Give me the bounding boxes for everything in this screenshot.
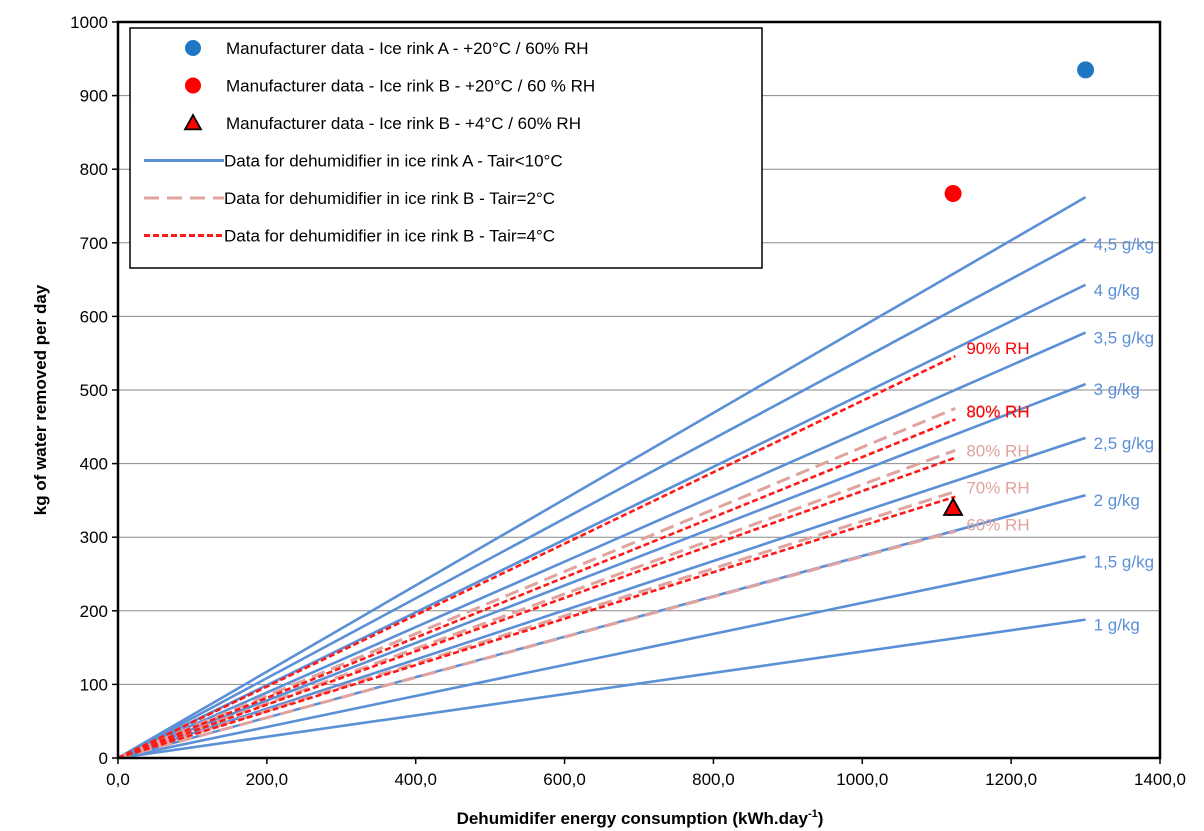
series-rink-a-line xyxy=(117,382,1087,760)
ticks-layer: 0 100 200 300 400 500 600 700 800 900 1000 0,0 200,0… xyxy=(70,13,1186,789)
line-end-label: 2,5 g/kg xyxy=(1094,434,1155,453)
series-rink-a-line xyxy=(117,436,1086,760)
y-tick-label: 800 xyxy=(80,160,108,179)
line-end-label: 2 g/kg xyxy=(1094,491,1140,510)
series-rink-b-2c-line xyxy=(117,407,956,760)
series-rink-a-line xyxy=(117,237,1087,760)
y-tick-label: 700 xyxy=(80,234,108,253)
series-rink-a-line xyxy=(117,283,1087,760)
x-tick-label: 1200,0 xyxy=(985,770,1037,789)
legend-label: Manufacturer data - Ice rink B - +4°C / … xyxy=(226,114,581,133)
series-rink-b-4c-line xyxy=(117,456,956,760)
line-end-label: 4 g/kg xyxy=(1094,281,1140,300)
x-axis-title: Dehumidifer energy consumption (kWh.day-… xyxy=(457,808,824,828)
line-end-label: 1,5 g/kg xyxy=(1094,552,1155,571)
legend-box xyxy=(129,27,763,269)
x-tick-label: 0,0 xyxy=(106,770,130,789)
legend-label: Data for dehumidifier in ice rink B - Ta… xyxy=(224,189,555,208)
line-end-label: 60% RH xyxy=(966,515,1029,534)
x-tick-label: 400,0 xyxy=(394,770,437,789)
y-axis-title: kg of water removed per day xyxy=(31,284,50,515)
series-rink-b-2c-line xyxy=(117,529,956,760)
line-end-label: 90% RH xyxy=(966,339,1029,358)
series-layer xyxy=(117,196,1087,760)
y-tick-label: 400 xyxy=(80,455,108,474)
line-end-label: 1 g/kg xyxy=(1094,616,1140,635)
legend-label: Manufacturer data - Ice rink B - +20°C /… xyxy=(226,77,595,96)
line-end-label: 80% RH xyxy=(966,441,1029,460)
y-tick-label: 600 xyxy=(80,307,108,326)
series-rink-a-line xyxy=(117,331,1087,760)
series-rink-a-line xyxy=(117,618,1086,760)
x-axis-title-main: Dehumidifer energy consumption (kWh.day xyxy=(457,809,809,828)
legend-label: Data for dehumidifier in ice rink B - Ta… xyxy=(224,227,555,246)
series-rink-b-4c-line xyxy=(117,495,956,760)
x-axis-title-end: ) xyxy=(818,809,824,828)
series-rink-b-2c-line xyxy=(117,448,956,760)
line-labels-layer: 1 g/kg 1,5 g/kg 2 g/kg 2,5 g/kg 3 g/kg 3,5 g/… xyxy=(966,235,1154,635)
y-tick-label: 300 xyxy=(80,528,108,547)
points-layer xyxy=(942,61,1095,516)
series-rink-a-line xyxy=(117,493,1086,760)
x-axis-title-sup: -1 xyxy=(808,808,818,820)
line-end-label: 3,5 g/kg xyxy=(1094,329,1155,348)
y-tick-label: 100 xyxy=(80,675,108,694)
line-end-label: 3 g/kg xyxy=(1094,380,1140,399)
y-tick-label: 200 xyxy=(80,602,108,621)
x-tick-label: 1000,0 xyxy=(836,770,888,789)
series-rink-b-4c-line xyxy=(117,418,956,760)
line-end-label: 4,5 g/kg xyxy=(1094,235,1155,254)
legend-label: Manufacturer data - Ice rink A - +20°C /… xyxy=(226,39,589,58)
series-rink-a-line xyxy=(117,555,1086,760)
x-tick-label: 200,0 xyxy=(246,770,289,789)
x-tick-label: 600,0 xyxy=(543,770,586,789)
line-end-label: 90% RH xyxy=(966,401,1029,420)
y-tick-label: 0 xyxy=(99,749,108,768)
y-tick-label: 500 xyxy=(80,381,108,400)
data-point xyxy=(942,496,964,516)
line-end-label: 80% RH xyxy=(966,402,1029,421)
data-point xyxy=(944,184,962,202)
x-tick-label: 1400,0 xyxy=(1134,770,1186,789)
line-end-label: 70% RH xyxy=(966,479,1029,498)
data-point xyxy=(1077,61,1095,79)
x-tick-label: 800,0 xyxy=(692,770,735,789)
series-rink-b-4c-line xyxy=(117,354,956,760)
series-rink-a-line xyxy=(117,196,1087,760)
y-tick-label: 900 xyxy=(80,87,108,106)
legend-marker xyxy=(185,77,201,94)
legend-label: Data for dehumidifier in ice rink A - Ta… xyxy=(224,152,563,171)
legend-marker xyxy=(185,40,201,56)
legend: Manufacturer data - Ice rink A - +20°C /… xyxy=(129,27,763,269)
legend-marker xyxy=(183,113,203,131)
y-tick-label: 1000 xyxy=(70,13,108,32)
